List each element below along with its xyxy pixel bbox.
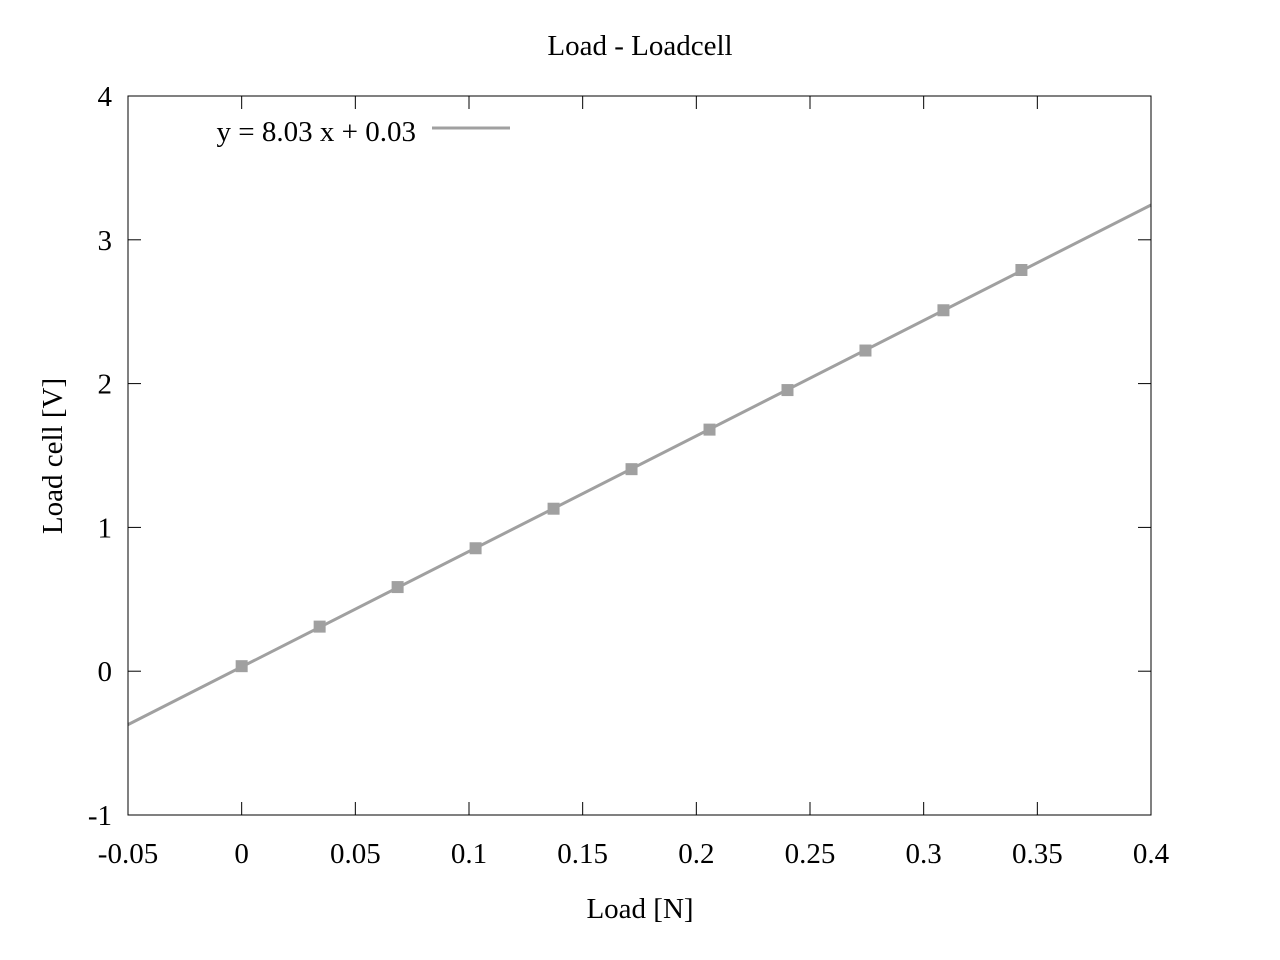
x-tick-label: 0.4 [1133, 838, 1170, 870]
x-tick-label: 0.25 [785, 838, 836, 870]
axis-ticks [127, 95, 1152, 816]
data-point [235, 660, 248, 673]
data-point [469, 542, 482, 555]
y-tick-label: 2 [98, 369, 113, 401]
data-point [313, 620, 326, 633]
legend-label: y = 8.03 x + 0.03 [217, 116, 416, 148]
legend: y = 8.03 x + 0.03 [217, 116, 510, 148]
chart-title: Load - Loadcell [547, 30, 732, 62]
x-tick-label: 0.05 [330, 838, 381, 870]
x-tick-label: 0.15 [557, 838, 608, 870]
y-tick-label: 4 [98, 81, 113, 113]
axis-tick-labels: -0.05 0 0.05 0.1 0.15 0.2 0.25 0.3 0.35 0.4 -1 0 1 2 3… [88, 81, 1170, 870]
y-axis-label: Load cell [V] [37, 378, 69, 534]
data-point [1015, 263, 1028, 276]
data-point [859, 344, 872, 357]
x-tick-label: 0.1 [451, 838, 487, 870]
data-point [703, 423, 716, 436]
fit-line [127, 203, 1152, 726]
x-tick-label: 0.35 [1012, 838, 1063, 870]
x-tick-label: -0.05 [98, 838, 158, 870]
y-tick-label: -1 [88, 800, 112, 832]
data-point [781, 384, 794, 397]
data-point [625, 463, 638, 476]
x-axis-label: Load [N] [586, 893, 693, 925]
data-point [547, 502, 560, 515]
data-point [937, 304, 950, 317]
x-tick-label: 0.3 [906, 838, 942, 870]
plot-frame [127, 95, 1152, 816]
plot-series [127, 203, 1152, 726]
y-tick-label: 0 [98, 656, 113, 688]
y-tick-label: 3 [98, 225, 113, 257]
x-tick-label: 0 [234, 838, 249, 870]
x-tick-label: 0.2 [678, 838, 714, 870]
data-point [391, 581, 404, 594]
y-tick-label: 1 [98, 512, 113, 544]
